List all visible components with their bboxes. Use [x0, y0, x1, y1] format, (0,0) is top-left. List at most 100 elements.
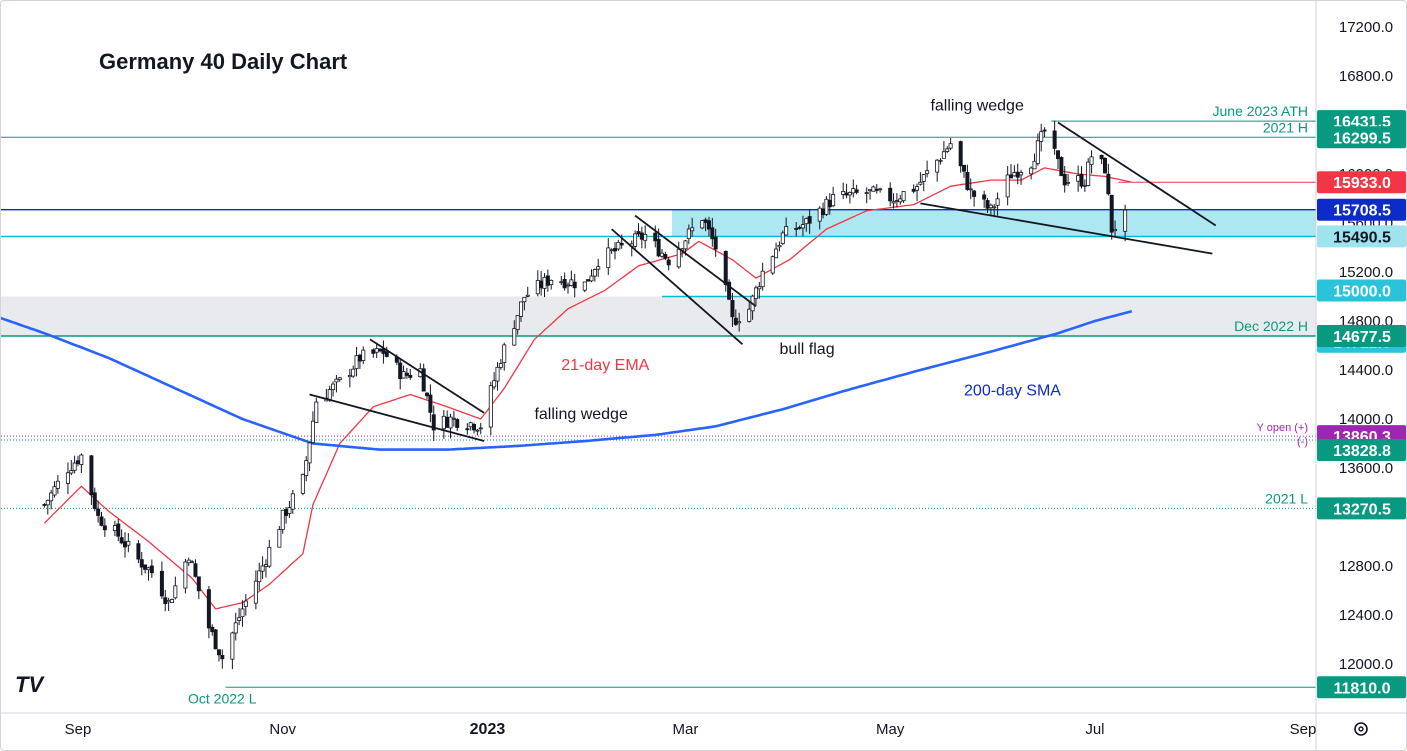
candle-body — [609, 249, 614, 252]
candle-body — [119, 537, 124, 544]
candle-body — [1123, 209, 1128, 232]
candle-body — [653, 232, 658, 242]
candle-body — [915, 186, 920, 191]
candle-body — [371, 349, 376, 354]
candle-body — [193, 563, 198, 577]
candle-body — [995, 198, 1000, 206]
candle-body — [972, 190, 977, 197]
logo-text: TV — [15, 672, 45, 697]
trendline[interactable] — [634, 214, 757, 308]
candle-body — [686, 228, 691, 240]
candle-body — [472, 424, 477, 431]
candle-body — [831, 194, 836, 207]
candle-body — [757, 286, 762, 290]
price-level-label: (-) — [1297, 436, 1308, 448]
candle-body — [1052, 130, 1057, 149]
candle-body — [844, 192, 849, 196]
chart-title: Germany 40 Daily Chart — [99, 49, 348, 74]
price-tag: 15490.5 — [1317, 225, 1406, 248]
candle-body — [817, 207, 822, 222]
candle-body — [96, 508, 101, 516]
candle-body — [1066, 181, 1071, 184]
trendline[interactable] — [1057, 121, 1217, 227]
candle-body — [592, 269, 597, 277]
candle-body — [1009, 174, 1014, 179]
candle-body — [143, 564, 148, 570]
candle-body — [898, 198, 903, 203]
candle-body — [139, 559, 144, 568]
annotation-label: falling wedge — [930, 97, 1024, 114]
candle-body — [253, 580, 258, 604]
candle-body — [136, 543, 141, 560]
candle-body — [804, 218, 809, 225]
candle-body — [636, 231, 641, 235]
candle-body — [428, 394, 433, 413]
candle-body — [935, 159, 940, 173]
candle-body — [938, 159, 943, 162]
candle-body — [549, 280, 554, 286]
trendline[interactable] — [920, 202, 1213, 255]
candle-body — [468, 422, 473, 428]
candle-body — [1079, 173, 1084, 187]
x-tick-label: Jul — [1085, 721, 1104, 738]
candle-body — [163, 597, 168, 605]
candle-body — [690, 227, 695, 232]
candle-body — [1106, 173, 1111, 195]
candle-body — [710, 227, 715, 240]
candle-body — [800, 224, 805, 229]
candle-body — [827, 199, 832, 208]
candle-body — [1015, 171, 1020, 178]
candle-body — [216, 649, 221, 656]
candle-body — [307, 442, 312, 464]
ema-21-line — [43, 167, 1132, 610]
candle-body — [243, 600, 248, 607]
annotation-label: 200-day SMA — [964, 383, 1061, 400]
candle-body — [76, 460, 81, 465]
candle-body — [451, 417, 456, 420]
tradingview-logo[interactable]: TV — [15, 672, 45, 697]
support-zone — [1, 296, 1316, 337]
candle-body — [173, 585, 178, 599]
candle-body — [683, 240, 688, 250]
price-tag-bg — [1317, 225, 1406, 248]
sma-200-line — [1, 309, 1133, 451]
candle-body — [616, 241, 621, 250]
candle-body — [807, 216, 812, 224]
candle-body — [733, 317, 738, 325]
candle-body — [502, 344, 507, 363]
candle-body — [431, 414, 436, 431]
x-tick-label: 2023 — [470, 721, 506, 738]
price-level-label: Oct 2022 L — [188, 690, 257, 706]
price-tag-bg — [1317, 126, 1406, 149]
candle-body — [982, 194, 987, 200]
candle-body — [559, 281, 564, 284]
candle-body — [421, 368, 426, 392]
candle-body — [519, 301, 524, 317]
candle-body — [582, 281, 587, 291]
candle-body — [854, 189, 859, 193]
candle-body — [210, 626, 215, 633]
trendline[interactable] — [611, 228, 744, 345]
price-tag-label: 15708.5 — [1333, 203, 1391, 220]
candle-body — [230, 632, 235, 660]
candle-body — [337, 377, 342, 381]
candle-body — [404, 372, 409, 376]
candle-body — [918, 181, 923, 185]
trendline[interactable] — [369, 338, 485, 414]
candle-body — [841, 191, 846, 195]
candle-body — [263, 564, 268, 568]
gear-icon[interactable] — [1354, 722, 1368, 736]
candle-body — [300, 474, 305, 494]
candle-body — [888, 187, 893, 202]
candle-body — [237, 617, 242, 621]
candle-body — [700, 220, 705, 229]
candle-body — [257, 570, 262, 583]
candle-body — [290, 493, 295, 510]
candle-body — [596, 266, 601, 270]
candle-body — [1076, 175, 1081, 182]
candle-body — [878, 188, 883, 191]
candle-body — [747, 308, 752, 322]
annotation-label: falling wedge — [534, 406, 628, 423]
trendline[interactable] — [309, 393, 485, 442]
